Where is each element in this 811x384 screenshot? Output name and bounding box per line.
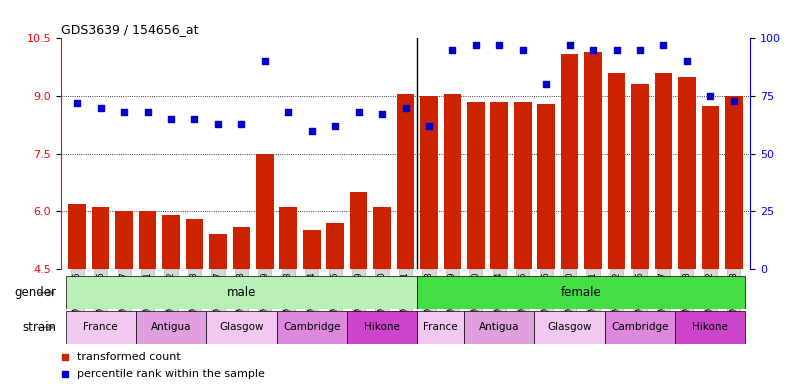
Point xyxy=(281,109,294,115)
Point xyxy=(470,42,483,48)
Point xyxy=(188,116,201,122)
Point xyxy=(586,47,599,53)
Text: strain: strain xyxy=(23,321,57,334)
Point xyxy=(94,104,107,111)
Text: France: France xyxy=(423,322,458,333)
Bar xyxy=(136,311,206,344)
Text: Glasgow: Glasgow xyxy=(219,322,264,333)
Text: percentile rank within the sample: percentile rank within the sample xyxy=(77,369,265,379)
Text: male: male xyxy=(227,286,256,299)
Bar xyxy=(303,230,320,384)
Point xyxy=(259,58,272,65)
Point xyxy=(352,109,365,115)
Point xyxy=(517,47,530,53)
Text: Antigua: Antigua xyxy=(151,322,191,333)
Bar xyxy=(538,104,555,384)
Point xyxy=(118,109,131,115)
Bar xyxy=(678,77,696,384)
Bar xyxy=(631,84,649,384)
Bar xyxy=(350,192,367,384)
Bar xyxy=(139,211,157,384)
Point xyxy=(680,58,693,65)
Point xyxy=(563,42,576,48)
Text: transformed count: transformed count xyxy=(77,352,181,362)
Bar xyxy=(675,311,745,344)
Point xyxy=(610,47,623,53)
Bar xyxy=(66,276,417,309)
Point xyxy=(493,42,506,48)
Bar xyxy=(66,311,136,344)
Bar xyxy=(68,204,86,384)
Point xyxy=(704,93,717,99)
Bar xyxy=(444,94,461,384)
Bar xyxy=(186,219,204,384)
Point xyxy=(141,109,154,115)
Bar xyxy=(209,234,227,384)
Bar xyxy=(280,207,297,384)
Bar xyxy=(92,207,109,384)
Bar xyxy=(725,96,743,384)
Text: Glasgow: Glasgow xyxy=(547,322,592,333)
Bar xyxy=(233,227,250,384)
Bar xyxy=(326,223,344,384)
Bar xyxy=(702,106,719,384)
Bar xyxy=(373,207,391,384)
Bar xyxy=(561,54,578,384)
Text: Hikone: Hikone xyxy=(693,322,728,333)
Point xyxy=(657,42,670,48)
Point xyxy=(633,47,646,53)
Bar xyxy=(397,94,414,384)
Bar xyxy=(256,154,273,384)
Bar xyxy=(464,311,534,344)
Bar xyxy=(347,311,417,344)
Bar xyxy=(584,52,602,384)
Bar xyxy=(206,311,277,344)
Bar xyxy=(514,102,531,384)
Point xyxy=(165,116,178,122)
Text: Cambridge: Cambridge xyxy=(283,322,341,333)
Point xyxy=(305,127,318,134)
Bar xyxy=(605,311,675,344)
Text: Hikone: Hikone xyxy=(364,322,400,333)
Point xyxy=(71,100,84,106)
Point xyxy=(539,81,552,88)
Bar xyxy=(420,96,438,384)
Bar xyxy=(277,311,347,344)
Point xyxy=(727,98,740,104)
Text: Antigua: Antigua xyxy=(479,322,520,333)
Point xyxy=(212,121,225,127)
Point xyxy=(446,47,459,53)
Point xyxy=(328,123,341,129)
Text: female: female xyxy=(561,286,602,299)
Text: Cambridge: Cambridge xyxy=(611,322,669,333)
Text: gender: gender xyxy=(15,286,57,299)
Bar xyxy=(417,311,464,344)
Text: France: France xyxy=(84,322,118,333)
Text: GDS3639 / 154656_at: GDS3639 / 154656_at xyxy=(61,23,199,36)
Bar xyxy=(467,102,485,384)
Point xyxy=(235,121,248,127)
Point xyxy=(375,111,388,118)
Point xyxy=(399,104,412,111)
Bar xyxy=(491,102,508,384)
Bar xyxy=(162,215,180,384)
Point xyxy=(423,123,436,129)
Bar xyxy=(534,311,605,344)
Bar xyxy=(115,211,133,384)
Bar xyxy=(417,276,745,309)
Bar xyxy=(607,73,625,384)
Bar xyxy=(654,73,672,384)
